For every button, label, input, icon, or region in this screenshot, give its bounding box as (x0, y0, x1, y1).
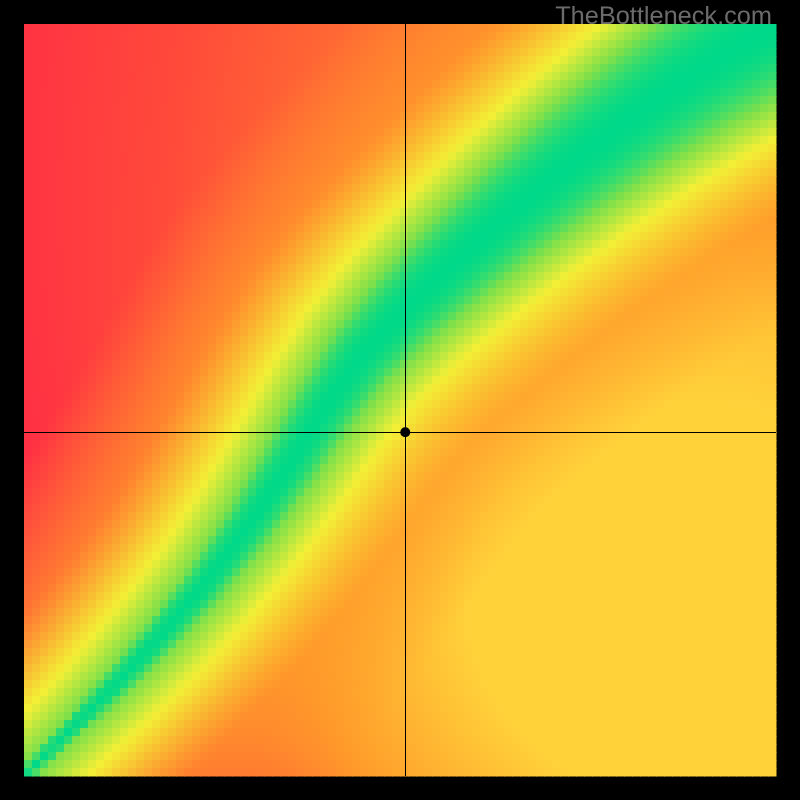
bottleneck-heatmap (0, 0, 800, 800)
watermark-text: TheBottleneck.com (555, 2, 772, 31)
chart-container: { "chart": { "type": "heatmap", "canvas_… (0, 0, 800, 800)
